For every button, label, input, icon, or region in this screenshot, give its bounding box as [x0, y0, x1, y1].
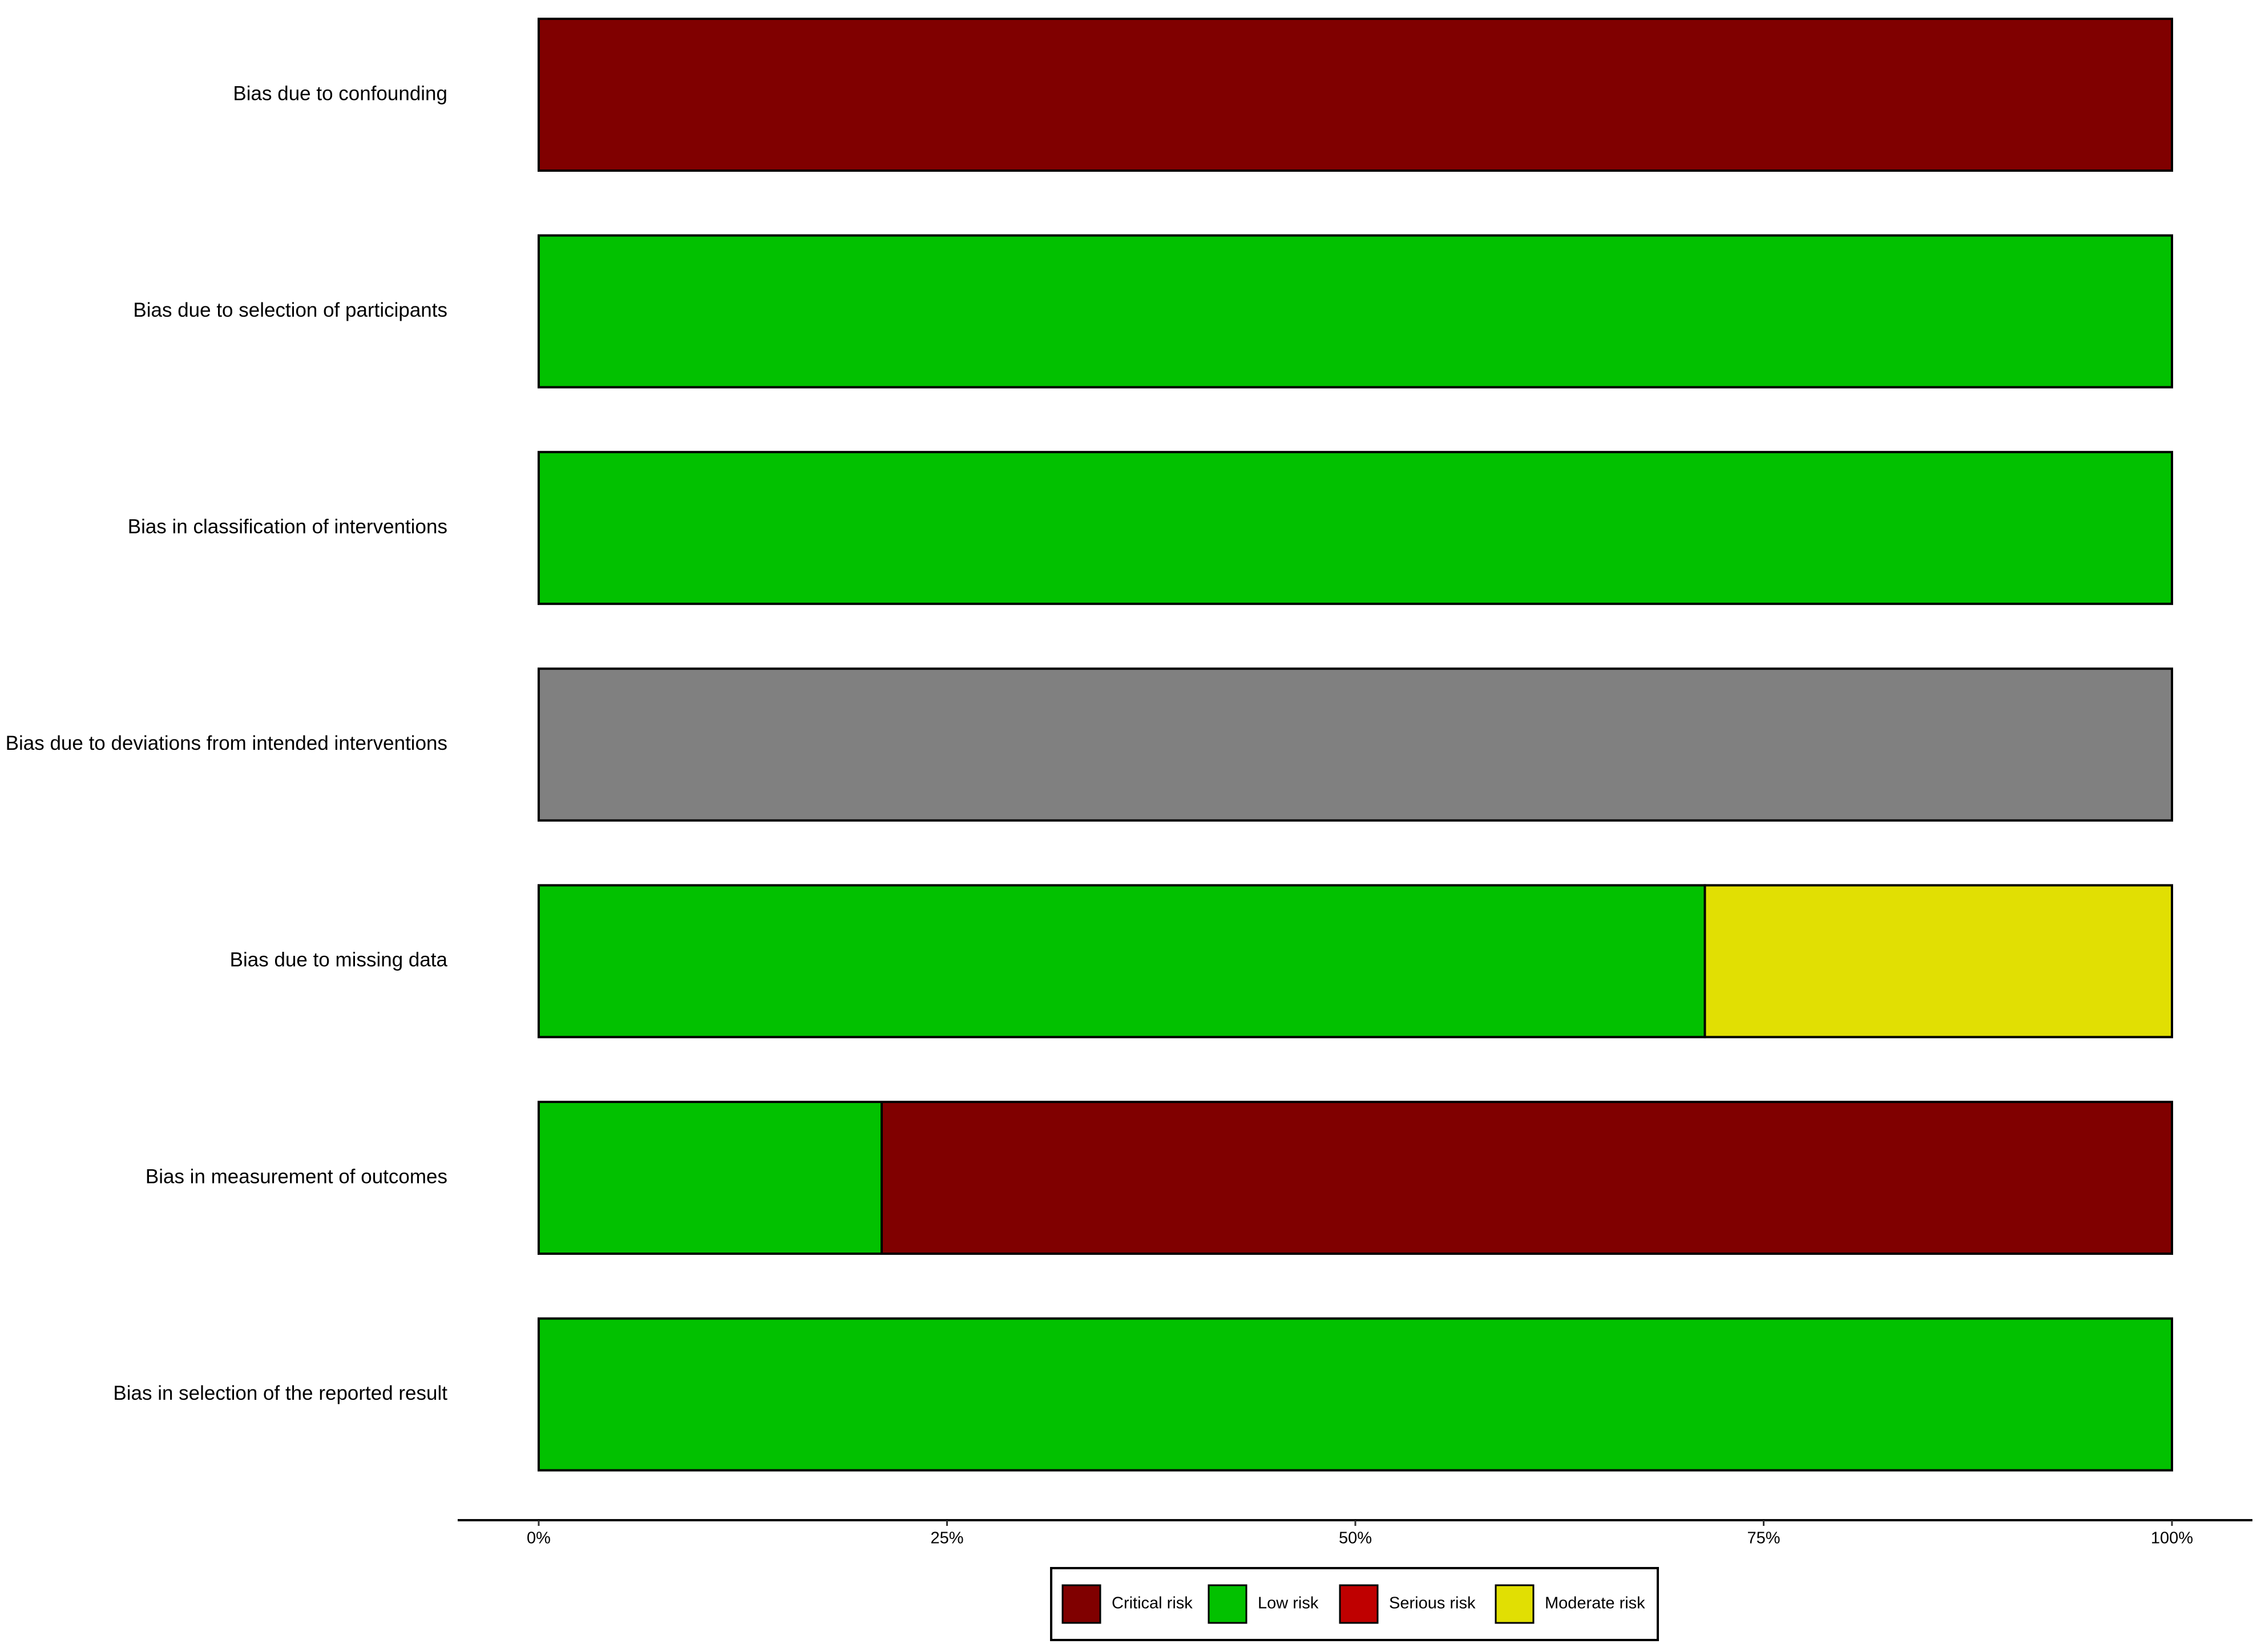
x-tick-label: 75% [1747, 1529, 1780, 1548]
bar-segment [538, 451, 2173, 605]
legend-box [1050, 1567, 1659, 1641]
category-label: Bias in selection of the reported result [113, 1382, 447, 1404]
category-label: Bias due to deviations from intended int… [6, 732, 447, 754]
legend-key [1495, 1584, 1535, 1624]
legend-key [1339, 1584, 1379, 1624]
bar-segment [538, 884, 1706, 1039]
x-tick-label: 50% [1339, 1529, 1372, 1548]
legend-label: Moderate risk [1545, 1594, 1645, 1613]
legend-label: Serious risk [1389, 1594, 1476, 1613]
bar-segment [538, 18, 2173, 172]
category-label: Bias in classification of interventions [128, 515, 447, 538]
bar-segment [538, 1317, 2173, 1472]
legend-label: Critical risk [1112, 1594, 1193, 1613]
legend-label: Low risk [1258, 1594, 1319, 1613]
category-label: Bias in measurement of outcomes [146, 1165, 447, 1187]
bar-segment [538, 667, 2173, 822]
x-tick-label: 25% [930, 1529, 963, 1548]
bar-segment [881, 1101, 2173, 1255]
category-label: Bias due to selection of participants [133, 299, 447, 321]
bar-segment [538, 234, 2173, 389]
x-tick-label: 0% [527, 1529, 551, 1548]
bar-segment [1703, 884, 2173, 1039]
category-label: Bias due to missing data [230, 949, 448, 971]
bar-segment [538, 1101, 883, 1255]
category-label: Bias due to confounding [233, 82, 447, 104]
legend-key [1208, 1584, 1247, 1624]
legend-key [1061, 1584, 1101, 1624]
x-tick-label: 100% [2151, 1529, 2193, 1548]
